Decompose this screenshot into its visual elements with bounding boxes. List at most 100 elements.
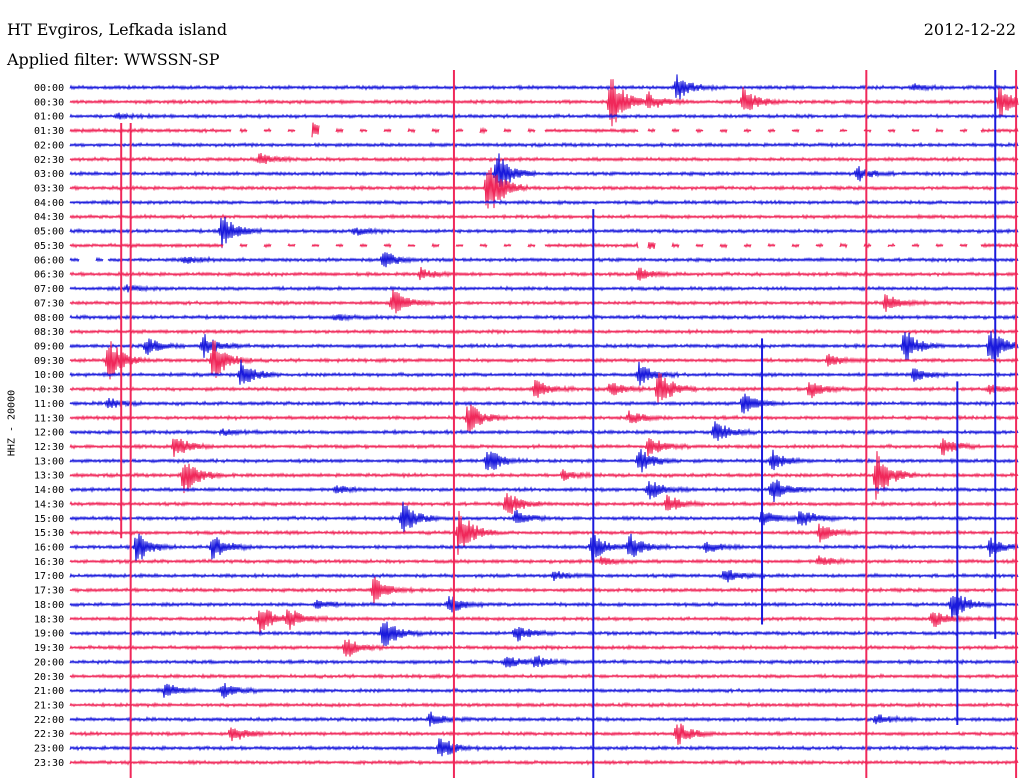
filter-label: Applied filter: WWSSN-SP bbox=[7, 50, 220, 69]
row-time-label: 11:00 bbox=[34, 399, 64, 410]
row-time-label: 14:00 bbox=[34, 485, 64, 496]
row-time-label: 12:00 bbox=[34, 428, 64, 439]
row-time-label: 17:00 bbox=[34, 571, 64, 582]
trace-row bbox=[69, 284, 1019, 293]
row-time-label: 03:30 bbox=[34, 184, 64, 195]
row-time-label: 07:30 bbox=[34, 298, 64, 309]
trace-row bbox=[69, 533, 1019, 563]
trace-row bbox=[69, 510, 1019, 555]
row-time-label: 17:30 bbox=[34, 586, 64, 597]
trace-row bbox=[69, 393, 1019, 414]
trace-row bbox=[69, 153, 1019, 188]
row-time-label: 08:00 bbox=[34, 313, 64, 324]
trace-row bbox=[69, 267, 1019, 281]
row-time-label: 23:00 bbox=[34, 744, 64, 755]
trace-row bbox=[69, 621, 1019, 647]
row-time-label: 21:30 bbox=[34, 700, 64, 711]
trace-row bbox=[69, 331, 1019, 361]
trace-row bbox=[69, 682, 1019, 699]
row-time-label: 15:00 bbox=[34, 514, 64, 525]
trace-row bbox=[69, 372, 1019, 403]
trace-row bbox=[69, 438, 1019, 457]
trace-row bbox=[69, 404, 1019, 433]
row-time-label: 09:00 bbox=[34, 341, 64, 352]
trace-row bbox=[69, 213, 1019, 220]
row-time-label: 15:30 bbox=[34, 528, 64, 539]
row-label-group: 00:00 00:30 01:00 01:30 02:00 02:30 03:00 03:30… bbox=[34, 83, 64, 769]
trace-row bbox=[69, 421, 1019, 441]
row-time-label: 05:00 bbox=[34, 227, 64, 238]
row-time-label: 18:00 bbox=[34, 600, 64, 611]
row-time-label: 20:00 bbox=[34, 657, 64, 668]
trace-row bbox=[69, 555, 1019, 566]
trace-row bbox=[69, 591, 1019, 621]
row-time-label: 11:30 bbox=[34, 413, 64, 424]
row-time-label: 02:00 bbox=[34, 140, 64, 151]
trace-row bbox=[69, 340, 1019, 380]
row-time-label: 01:00 bbox=[34, 112, 64, 123]
trace-group bbox=[69, 74, 1019, 766]
trace-row bbox=[69, 493, 1019, 515]
station-title: HT Evgiros, Lefkada island bbox=[7, 20, 228, 39]
trace-row bbox=[69, 738, 1019, 757]
row-time-label: 02:30 bbox=[34, 155, 64, 166]
row-time-label: 01:30 bbox=[34, 126, 64, 137]
row-time-label: 12:30 bbox=[34, 442, 64, 453]
trace-row bbox=[69, 655, 1019, 668]
row-time-label: 10:30 bbox=[34, 385, 64, 396]
row-time-label: 22:00 bbox=[34, 715, 64, 726]
trace-row bbox=[69, 449, 1019, 473]
trace-row bbox=[69, 639, 1019, 657]
row-time-label: 06:30 bbox=[34, 270, 64, 281]
trace-row bbox=[69, 122, 1019, 138]
row-time-label: 21:00 bbox=[34, 686, 64, 697]
trace-row bbox=[69, 609, 1019, 634]
trace-row bbox=[69, 112, 1019, 121]
row-time-label: 22:30 bbox=[34, 729, 64, 740]
trace-row bbox=[69, 252, 1019, 268]
trace-row bbox=[69, 153, 1019, 164]
row-time-label: 04:00 bbox=[34, 198, 64, 209]
trace-row bbox=[69, 79, 1019, 127]
date-label: 2012-12-22 bbox=[923, 20, 1016, 39]
row-time-label: 13:00 bbox=[34, 456, 64, 467]
trace-row bbox=[69, 328, 1019, 335]
trace-row bbox=[69, 451, 1019, 500]
trace-row bbox=[69, 141, 1019, 149]
row-time-label: 16:30 bbox=[34, 557, 64, 568]
row-time-label: 13:30 bbox=[34, 471, 64, 482]
trace-row bbox=[69, 759, 1019, 766]
row-time-label: 06:00 bbox=[34, 255, 64, 266]
trace-row bbox=[69, 501, 1019, 533]
row-time-label: 09:30 bbox=[34, 356, 64, 367]
row-time-label: 00:30 bbox=[34, 97, 64, 108]
trace-row bbox=[69, 701, 1019, 709]
trace-row bbox=[69, 74, 1019, 100]
row-time-label: 16:00 bbox=[34, 543, 64, 554]
row-time-label: 00:00 bbox=[34, 83, 64, 94]
trace-row bbox=[69, 479, 1019, 503]
row-time-label: 14:30 bbox=[34, 499, 64, 510]
row-time-label: 20:30 bbox=[34, 672, 64, 683]
trace-row bbox=[69, 711, 1019, 727]
trace-row bbox=[69, 313, 1019, 322]
row-time-label: 19:00 bbox=[34, 629, 64, 640]
row-time-label: 04:30 bbox=[34, 212, 64, 223]
trace-row bbox=[69, 359, 1019, 386]
row-time-label: 03:00 bbox=[34, 169, 64, 180]
trace-row bbox=[69, 167, 1019, 209]
row-time-label: 23:30 bbox=[34, 758, 64, 769]
trace-row bbox=[69, 723, 1019, 745]
row-time-label: 08:30 bbox=[34, 327, 64, 338]
row-time-label: 05:30 bbox=[34, 241, 64, 252]
spike-group bbox=[120, 70, 1018, 778]
trace-row bbox=[69, 570, 1019, 583]
trace-row bbox=[69, 289, 1019, 314]
row-time-label: 10:00 bbox=[34, 370, 64, 381]
trace-row bbox=[69, 199, 1019, 206]
trace-row bbox=[69, 216, 1019, 249]
trace-row bbox=[69, 672, 1019, 680]
row-time-label: 18:30 bbox=[34, 614, 64, 625]
trace-row bbox=[69, 241, 1019, 250]
